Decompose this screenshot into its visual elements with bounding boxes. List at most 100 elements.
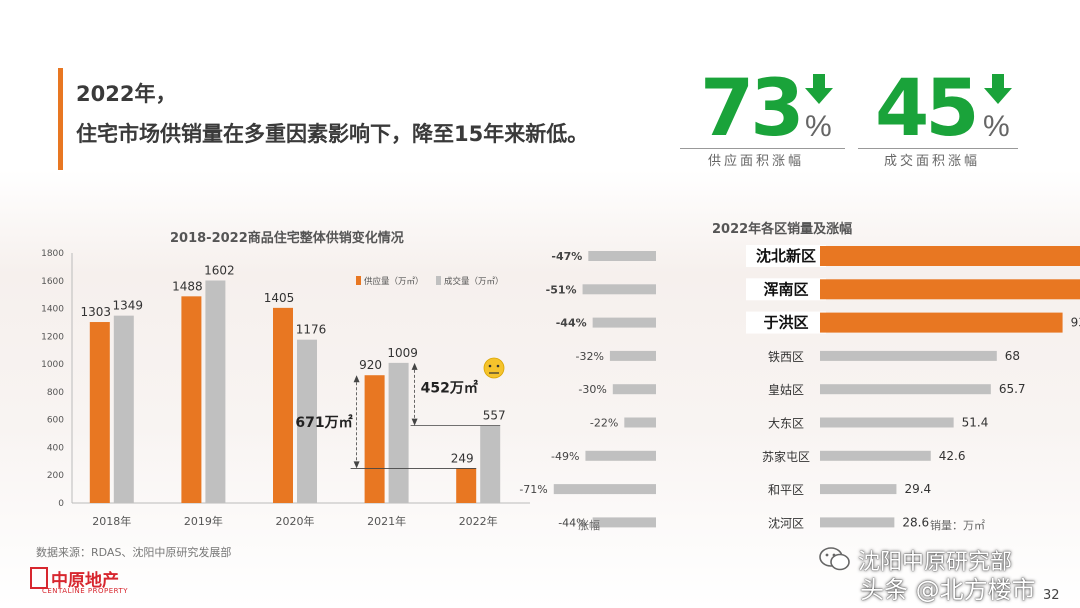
sales-label: 29.4	[904, 482, 931, 496]
category-label: 浑南区	[763, 280, 808, 298]
category-highlight-box	[746, 245, 826, 267]
logo-text: 中原地产	[51, 571, 119, 591]
x-tick-label: 2021年	[367, 514, 406, 528]
legend-swatch	[356, 276, 361, 285]
legend-growth: 涨幅	[578, 519, 600, 532]
wechat-icon	[819, 547, 850, 571]
y-tick-label: 800	[47, 388, 64, 398]
x-tick-label: 2020年	[276, 514, 315, 528]
category-label: 皇姑区	[768, 383, 804, 397]
y-tick-label: 0	[58, 499, 64, 509]
growth-label: -44%	[558, 516, 586, 529]
growth-label: -22%	[590, 417, 618, 430]
bar	[364, 375, 385, 503]
bar	[273, 307, 293, 503]
growth-label: -51%	[546, 283, 577, 296]
y-tick-label: 1000	[41, 360, 64, 370]
y-tick-label: 1600	[41, 277, 64, 287]
x-tick-label: 2022年	[459, 514, 498, 528]
bar	[181, 296, 202, 503]
legend-label: 成交量（万㎡）	[444, 276, 504, 287]
sales-bar	[820, 517, 895, 528]
growth-label: -32%	[575, 350, 603, 363]
down-arrow-icon	[805, 74, 833, 104]
data-label: 1303	[81, 305, 112, 319]
arrow-down-icon	[411, 418, 418, 426]
category-highlight-box	[746, 278, 826, 301]
x-tick-label: 2019年	[184, 514, 223, 528]
growth-bar	[582, 284, 656, 295]
company-logo: 中原地产	[30, 566, 119, 591]
data-label: 1176	[296, 323, 327, 337]
growth-bar	[585, 450, 656, 461]
sales-bar	[820, 450, 931, 461]
y-tick-label: 1800	[41, 249, 64, 259]
data-label: 920	[359, 358, 382, 372]
bar	[388, 362, 409, 503]
bar	[456, 468, 477, 503]
x-tick-label: 2018年	[92, 514, 131, 528]
logo-subtitle: CENTALINE PROPERTY	[42, 587, 129, 595]
growth-bar	[553, 484, 656, 495]
district-sales-bar-chart: -47%沈北新区126.3-51%浑南区112-44%于洪区93.3-32%铁西…	[519, 245, 1080, 532]
heading-line1: 2022年，	[76, 82, 177, 106]
category-label: 沈北新区	[756, 247, 816, 265]
growth-label: -71%	[519, 483, 547, 496]
left-chart-title: 2018-2022商品住宅整体供销变化情况	[170, 231, 404, 246]
sales-bar	[820, 384, 991, 395]
growth-label: -30%	[578, 383, 606, 396]
sales-bar	[820, 246, 1080, 266]
arrow-up-icon	[411, 362, 418, 370]
growth-bar	[612, 384, 656, 395]
kpi-deal-value: 45	[875, 64, 980, 154]
sales-bar	[820, 279, 1080, 300]
kpi-supply-label: 供应面积涨幅	[708, 154, 805, 169]
data-source-note: 数据来源：RDAS、沈阳中原研究发展部	[36, 546, 232, 559]
category-label: 大东区	[768, 417, 804, 431]
bar	[297, 339, 317, 503]
kpi-deal-label: 成交面积涨幅	[884, 154, 981, 169]
category-highlight-box	[746, 311, 826, 334]
bar	[480, 425, 501, 503]
growth-label: -44%	[556, 317, 587, 330]
kpi-supply-divider	[680, 148, 845, 149]
toutiao-watermark: 头条 @北方楼市	[860, 576, 1036, 604]
chart-legend: 供应量（万㎡） 成交量（万㎡）	[356, 276, 504, 287]
sales-bar	[820, 350, 997, 361]
heading-line2: 住宅市场供销量在多重因素影响下，降至15年来新低。	[76, 122, 589, 146]
data-label: 249	[451, 451, 474, 465]
growth-bar	[588, 251, 656, 261]
data-label: 1349	[113, 299, 144, 313]
worried-face-icon	[483, 357, 505, 379]
growth-label: -49%	[551, 450, 579, 463]
supply-deal-bar-chart: 0 200 400 600 800 1000 1200 1400 1600 1800 1303 134…	[41, 249, 530, 528]
data-label: 1405	[264, 291, 295, 305]
growth-label: -47%	[551, 250, 582, 263]
category-label: 于洪区	[763, 314, 808, 332]
annotation-supply-drop: 671万㎡	[295, 414, 352, 431]
sales-label: 65.7	[999, 382, 1026, 396]
legend-label: 供应量（万㎡）	[364, 276, 424, 287]
y-tick-label: 1200	[41, 332, 64, 342]
growth-bar	[592, 517, 656, 528]
wechat-watermark: 沈阳中原研究部	[858, 550, 1013, 575]
sales-label: 42.6	[939, 449, 966, 463]
y-tick-label: 200	[47, 471, 64, 481]
legend-swatch	[436, 276, 441, 285]
growth-bar	[609, 350, 656, 361]
y-tick-label: 600	[47, 416, 64, 426]
kpi-deal-unit: %	[983, 110, 1010, 143]
right-chart-title: 2022年各区销量及涨幅	[712, 222, 853, 237]
arrow-up-icon	[353, 375, 360, 383]
category-label: 和平区	[768, 483, 804, 497]
sales-label: 68	[1005, 349, 1020, 363]
category-label: 沈河区	[768, 515, 804, 530]
sales-bar	[820, 312, 1063, 333]
data-label: 1602	[204, 264, 235, 278]
down-arrow-icon	[984, 74, 1012, 104]
sales-label: 28.6	[902, 515, 929, 529]
sales-bar	[820, 484, 897, 495]
annotation-deal-drop: 452万㎡	[421, 379, 478, 396]
data-label: 557	[483, 409, 506, 423]
kpi-supply-value: 73	[700, 64, 805, 154]
